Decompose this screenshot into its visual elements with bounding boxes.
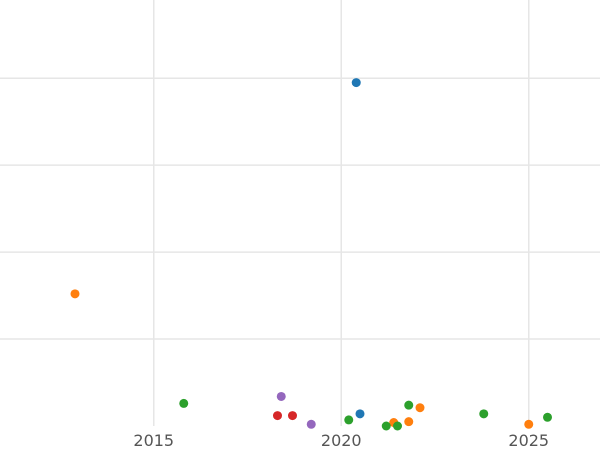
- data-point-green: [344, 415, 354, 425]
- x-tick-label-2025: 2025: [508, 431, 549, 450]
- data-point-blue: [355, 409, 365, 419]
- data-point-orange: [415, 403, 425, 413]
- data-point-green: [479, 409, 489, 419]
- data-point-purple: [276, 391, 286, 401]
- x-axis-tick-labels: 2015 2020 2025: [133, 431, 549, 450]
- data-point-red: [288, 411, 297, 421]
- x-tick-label-2020: 2020: [321, 431, 362, 450]
- data-point-purple: [306, 419, 316, 429]
- data-point-orange: [404, 417, 414, 427]
- data-point-green: [543, 412, 552, 422]
- data-point-red: [273, 411, 282, 421]
- grid: [0, 0, 600, 426]
- data-point-green: [393, 421, 402, 431]
- data-point-orange: [524, 419, 534, 429]
- data-point-green: [404, 400, 414, 410]
- data-point-blue: [351, 78, 361, 88]
- data-point-green: [381, 421, 391, 431]
- x-tick-label-2015: 2015: [133, 431, 174, 450]
- data-point-green: [179, 398, 189, 408]
- data-points: [70, 78, 552, 431]
- data-point-orange: [70, 289, 80, 299]
